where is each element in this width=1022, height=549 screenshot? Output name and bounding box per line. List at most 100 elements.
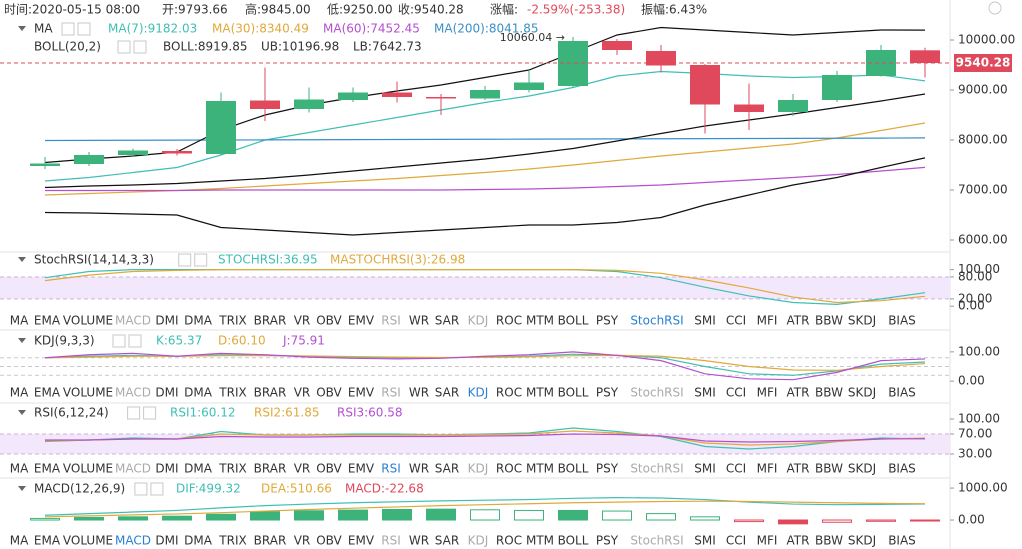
indicator-tab[interactable]: RSI xyxy=(381,314,401,328)
indicator-tab[interactable]: TRIX xyxy=(218,386,246,400)
indicator-tab[interactable]: ATR xyxy=(787,314,810,328)
indicator-tab[interactable]: DMI xyxy=(155,386,178,400)
indicator-tab[interactable]: CCI xyxy=(726,314,746,328)
close-icon[interactable] xyxy=(77,22,91,36)
indicator-tab[interactable]: MA xyxy=(10,314,29,328)
indicator-tab[interactable]: MACD xyxy=(115,386,151,400)
indicator-tab[interactable]: KDJ xyxy=(468,462,489,476)
indicator-tab[interactable]: SMI xyxy=(694,386,716,400)
indicator-tab[interactable]: VOLUME xyxy=(63,386,113,400)
indicator-tab[interactable]: StochRSI xyxy=(630,314,683,328)
settings-icon[interactable] xyxy=(988,1,1002,15)
indicator-tab[interactable]: StochRSI xyxy=(630,534,683,548)
indicator-tab[interactable]: PSY xyxy=(596,314,619,328)
indicator-tab[interactable]: EMA xyxy=(34,534,61,548)
indicator-tab[interactable]: VOLUME xyxy=(63,462,113,476)
collapse-icon[interactable] xyxy=(18,257,26,262)
indicator-tab[interactable]: BRAR xyxy=(254,462,287,476)
indicator-tab[interactable]: BIAS xyxy=(888,314,916,328)
indicator-tab[interactable]: KDJ xyxy=(468,314,489,328)
indicator-tab[interactable]: OBV xyxy=(316,534,342,548)
indicator-tab[interactable]: OBV xyxy=(316,386,342,400)
indicator-tab[interactable]: BBW xyxy=(815,534,843,548)
indicator-tab[interactable]: MA xyxy=(10,462,29,476)
indicator-tab[interactable]: BRAR xyxy=(254,314,287,328)
indicator-tab[interactable]: EMV xyxy=(348,386,375,400)
close-icon[interactable] xyxy=(133,40,147,54)
close-icon[interactable] xyxy=(150,482,164,496)
indicator-tab[interactable]: ATR xyxy=(787,534,810,548)
indicator-tab[interactable]: RSI xyxy=(381,534,401,548)
indicator-tab[interactable]: TRIX xyxy=(218,314,246,328)
indicator-tab[interactable]: MFI xyxy=(757,386,778,400)
toggle-icon[interactable] xyxy=(134,482,148,496)
indicator-tab[interactable]: BOLL xyxy=(558,534,589,548)
indicator-tab[interactable]: VR xyxy=(294,462,311,476)
indicator-tab[interactable]: MA xyxy=(10,386,29,400)
indicator-tab[interactable]: BRAR xyxy=(254,386,287,400)
toggle-icon[interactable] xyxy=(61,22,75,36)
indicator-tab[interactable]: VR xyxy=(294,534,311,548)
indicator-tab[interactable]: PSY xyxy=(596,386,619,400)
indicator-tab[interactable]: BBW xyxy=(815,386,843,400)
indicator-tab[interactable]: EMA xyxy=(34,386,61,400)
indicator-tab[interactable]: VR xyxy=(294,386,311,400)
collapse-icon[interactable] xyxy=(18,410,26,415)
indicator-tab[interactable]: CCI xyxy=(726,386,746,400)
indicator-tab[interactable]: BIAS xyxy=(888,462,916,476)
collapse-icon[interactable] xyxy=(18,486,26,491)
toggle-icon[interactable] xyxy=(178,253,192,267)
indicator-tab[interactable]: SAR xyxy=(435,386,459,400)
indicator-tab[interactable]: BOLL xyxy=(558,462,589,476)
toggle-icon[interactable] xyxy=(112,334,126,348)
indicator-tab[interactable]: SMI xyxy=(694,314,716,328)
close-icon[interactable] xyxy=(194,253,208,267)
indicator-tab[interactable]: SMI xyxy=(694,534,716,548)
indicator-tab[interactable]: MFI xyxy=(757,534,778,548)
indicator-tab[interactable]: TRIX xyxy=(218,534,246,548)
indicator-tab[interactable]: DMA xyxy=(184,314,213,328)
indicator-tab[interactable]: OBV xyxy=(316,462,342,476)
indicator-tab[interactable]: TRIX xyxy=(218,462,246,476)
indicator-tab[interactable]: WR xyxy=(409,534,429,548)
indicator-tab[interactable]: MACD xyxy=(115,462,151,476)
indicator-tab[interactable]: MFI xyxy=(757,314,778,328)
indicator-tab[interactable]: ROC xyxy=(496,534,522,548)
indicator-tab[interactable]: EMA xyxy=(34,462,61,476)
indicator-tab[interactable]: MTM xyxy=(526,462,554,476)
indicator-tab[interactable]: SAR xyxy=(435,534,459,548)
indicator-tab[interactable]: MACD xyxy=(115,314,151,328)
indicator-tab[interactable]: SAR xyxy=(435,314,459,328)
indicator-tab[interactable]: WR xyxy=(409,462,429,476)
indicator-tab[interactable]: PSY xyxy=(596,534,619,548)
indicator-tab[interactable]: ATR xyxy=(787,386,810,400)
indicator-tab[interactable]: SMI xyxy=(694,462,716,476)
close-icon[interactable] xyxy=(143,406,157,420)
indicator-tab[interactable]: KDJ xyxy=(468,534,489,548)
close-icon[interactable] xyxy=(128,334,142,348)
toggle-icon[interactable] xyxy=(127,406,141,420)
indicator-tab[interactable]: SKDJ xyxy=(848,462,876,476)
indicator-tab[interactable]: MTM xyxy=(526,386,554,400)
indicator-tab[interactable]: VR xyxy=(294,314,311,328)
indicator-tab[interactable]: BOLL xyxy=(558,314,589,328)
indicator-tab[interactable]: SAR xyxy=(435,462,459,476)
collapse-icon[interactable] xyxy=(18,26,26,31)
indicator-tab[interactable]: ROC xyxy=(496,386,522,400)
indicator-tab[interactable]: BOLL xyxy=(558,386,589,400)
indicator-tab[interactable]: BIAS xyxy=(888,534,916,548)
indicator-tab[interactable]: RSI xyxy=(381,386,401,400)
indicator-tab[interactable]: DMI xyxy=(155,314,178,328)
indicator-tab[interactable]: CCI xyxy=(726,534,746,548)
indicator-tab[interactable]: MA xyxy=(10,534,29,548)
indicator-tab[interactable]: MTM xyxy=(526,534,554,548)
indicator-tab[interactable]: StochRSI xyxy=(630,462,683,476)
indicator-tab[interactable]: PSY xyxy=(596,462,619,476)
indicator-tab[interactable]: EMV xyxy=(348,462,375,476)
indicator-tab[interactable]: RSI xyxy=(381,462,401,476)
indicator-tab[interactable]: SKDJ xyxy=(848,314,876,328)
indicator-tab[interactable]: DMA xyxy=(184,462,213,476)
indicator-tab[interactable]: BRAR xyxy=(254,534,287,548)
indicator-tab[interactable]: VOLUME xyxy=(63,314,113,328)
indicator-tab[interactable]: EMA xyxy=(34,314,61,328)
